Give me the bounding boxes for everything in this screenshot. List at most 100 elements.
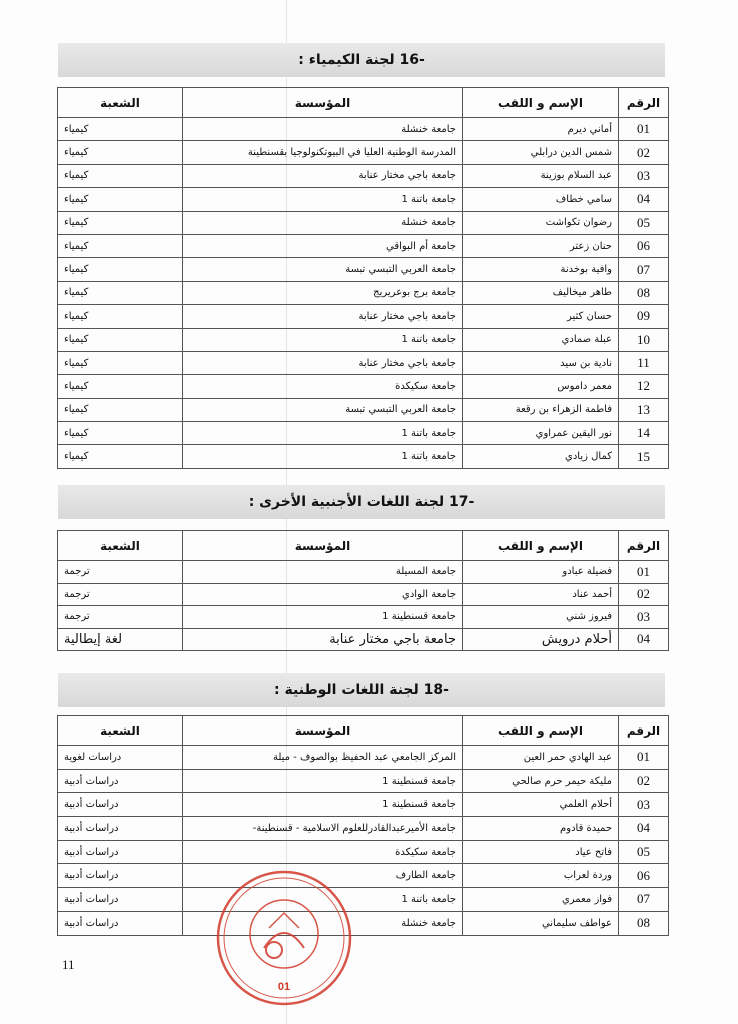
table-row: 03 أحلام العلمي جامعة قسنطينة 1 دراسات أدبي… <box>57 792 669 818</box>
table-row: 02 مليكة حيمر حرم صالحي جامعة قسنطينة 1 درا… <box>57 768 669 794</box>
row-institution: جامعة المسيلة <box>182 560 463 584</box>
col-institution: المؤسسة <box>182 87 463 118</box>
stamp-number: 01 <box>278 981 290 993</box>
row-institution: جامعة خنشلة <box>182 910 463 936</box>
row-num: 08 <box>618 910 669 936</box>
row-name: سامي خطاف <box>462 187 619 212</box>
chemistry-committee-table: الرقم الإسم و اللقب المؤسسة الشعبة 01 أماني د… <box>57 87 669 469</box>
row-name: كمال زيادي <box>462 444 619 469</box>
row-num: 03 <box>618 792 669 818</box>
table-row: 02 شمس الدين درابلي المدرسة الوطنية العليا… <box>57 140 669 165</box>
table-row: 04 حميدة قادوم جامعة الأميرعبدالقادرللعلوم… <box>57 816 669 841</box>
row-name: فضيلة عبادو <box>462 560 619 584</box>
row-branch: كيمياء <box>57 116 183 142</box>
table-row: 08 عواطف سليماني جامعة خنشلة دراسات أدبية <box>57 910 669 936</box>
row-branch: كيمياء <box>57 397 183 423</box>
row-num: 01 <box>618 560 669 584</box>
official-stamp-icon: 01 <box>216 870 352 1006</box>
table-row: 08 طاهر ميخاليف جامعة برج بوعريريج كيمياء <box>57 280 669 306</box>
table-row: 07 وافية بوخدنة جامعة العربي التبسي تبسة كي… <box>57 257 669 282</box>
row-branch: لغة إيطالية <box>57 627 183 651</box>
row-name: وردة لعراب <box>462 863 619 889</box>
row-institution: جامعة باتنة 1 <box>182 444 463 469</box>
row-branch: كيمياء <box>57 374 183 399</box>
row-institution: المدرسة الوطنية العليا في البيوتكنولوجيا… <box>182 140 463 165</box>
row-institution: جامعة باتنة 1 <box>182 421 463 446</box>
row-name: نادية بن سيد <box>462 350 619 376</box>
row-num: 08 <box>618 280 669 306</box>
row-num: 13 <box>618 397 669 423</box>
section-18-title-band: -18 لجنة اللغات الوطنية : <box>58 673 665 707</box>
row-institution: جامعة الوادي <box>182 582 463 606</box>
row-branch: دراسات أدبية <box>57 887 183 912</box>
col-num: الرقم <box>618 715 669 746</box>
row-institution: جامعة باجي مختار عنابة <box>182 163 463 189</box>
row-institution: جامعة باجي مختار عنابة <box>182 350 463 376</box>
col-institution: المؤسسة <box>182 530 463 561</box>
row-num: 06 <box>618 233 669 259</box>
row-name: فاطمة الزهراء بن رقعة <box>462 397 619 423</box>
row-num: 03 <box>618 163 669 189</box>
row-num: 02 <box>618 768 669 794</box>
row-name: حسان كثير <box>462 304 619 329</box>
row-branch: ترجمة <box>57 605 183 629</box>
row-num: 15 <box>618 444 669 469</box>
row-num: 12 <box>618 374 669 399</box>
row-institution: جامعة سكيكدة <box>182 839 463 865</box>
row-branch: كيمياء <box>57 280 183 306</box>
row-institution: جامعة قسنطينة 1 <box>182 605 463 629</box>
row-name: مليكة حيمر حرم صالحي <box>462 768 619 794</box>
col-num: الرقم <box>618 87 669 118</box>
section-17-title-band: -17 لجنة اللغات الأجنبية الأخرى : <box>58 485 665 519</box>
row-name: شمس الدين درابلي <box>462 140 619 165</box>
row-institution: جامعة باتنة 1 <box>182 327 463 352</box>
row-branch: دراسات أدبية <box>57 839 183 865</box>
table-row: 05 فاتح عياد جامعة سكيكدة دراسات أدبية <box>57 839 669 865</box>
row-institution: المركز الجامعي عبد الحفيظ بوالصوف - ميلة <box>182 745 463 770</box>
table-row: 03 عبد السلام بوزينة جامعة باجي مختار عناب… <box>57 163 669 189</box>
table-row: 01 أماني ديرم جامعة خنشلة كيمياء <box>57 116 669 142</box>
col-branch: الشعبة <box>57 87 183 118</box>
row-institution: جامعة أم البواقي <box>182 233 463 259</box>
row-num: 04 <box>618 627 669 651</box>
table-row: 02 أحمد عناد جامعة الوادي ترجمة <box>57 582 669 606</box>
row-num: 05 <box>618 210 669 235</box>
row-name: فيروز شني <box>462 605 619 629</box>
row-num: 09 <box>618 304 669 329</box>
row-branch: دراسات أدبية <box>57 816 183 841</box>
table-row: 06 وردة لعراب جامعة الطارف دراسات أدبية <box>57 863 669 889</box>
row-num: 14 <box>618 421 669 446</box>
table-header: الرقم الإسم و اللقب المؤسسة الشعبة <box>57 87 669 118</box>
national-languages-committee-table: الرقم الإسم و اللقب المؤسسة الشعبة 01 عبد اله… <box>57 715 669 936</box>
row-name: عبد الهادي حمر العين <box>462 745 619 770</box>
col-institution: المؤسسة <box>182 715 463 746</box>
row-branch: كيمياء <box>57 350 183 376</box>
table-row: 15 كمال زيادي جامعة باتنة 1 كيمياء <box>57 444 669 469</box>
row-institution: جامعة باجي مختار عنابة <box>182 304 463 329</box>
row-num: 11 <box>618 350 669 376</box>
row-institution: جامعة العربي التبسي تبسة <box>182 397 463 423</box>
row-branch: كيمياء <box>57 233 183 259</box>
row-institution: جامعة خنشلة <box>182 210 463 235</box>
section-title: -16 لجنة الكيمياء : <box>298 52 425 68</box>
row-num: 07 <box>618 257 669 282</box>
row-branch: ترجمة <box>57 560 183 584</box>
row-institution: جامعة العربي التبسي تبسة <box>182 257 463 282</box>
row-name: رضوان تكواشت <box>462 210 619 235</box>
row-branch: كيمياء <box>57 421 183 446</box>
col-name: الإسم و اللقب <box>462 87 619 118</box>
row-name: وافية بوخدنة <box>462 257 619 282</box>
table-row: 04 أحلام درويش جامعة باجي مختار عنابة لغة إ… <box>57 627 669 651</box>
row-branch: كيمياء <box>57 327 183 352</box>
row-institution: جامعة باجي مختار عنابة <box>182 627 463 651</box>
row-name: فواز معمري <box>462 887 619 912</box>
row-name: أماني ديرم <box>462 116 619 142</box>
row-num: 10 <box>618 327 669 352</box>
table-row: 07 فواز معمري جامعة باتنة 1 دراسات أدبية <box>57 887 669 912</box>
row-name: حنان زعتر <box>462 233 619 259</box>
row-branch: كيمياء <box>57 210 183 235</box>
page-number: 11 <box>62 957 75 972</box>
table-row: 14 نور اليقين عمراوي جامعة باتنة 1 كيمياء <box>57 421 669 446</box>
col-branch: الشعبة <box>57 715 183 746</box>
row-institution: جامعة باتنة 1 <box>182 187 463 212</box>
